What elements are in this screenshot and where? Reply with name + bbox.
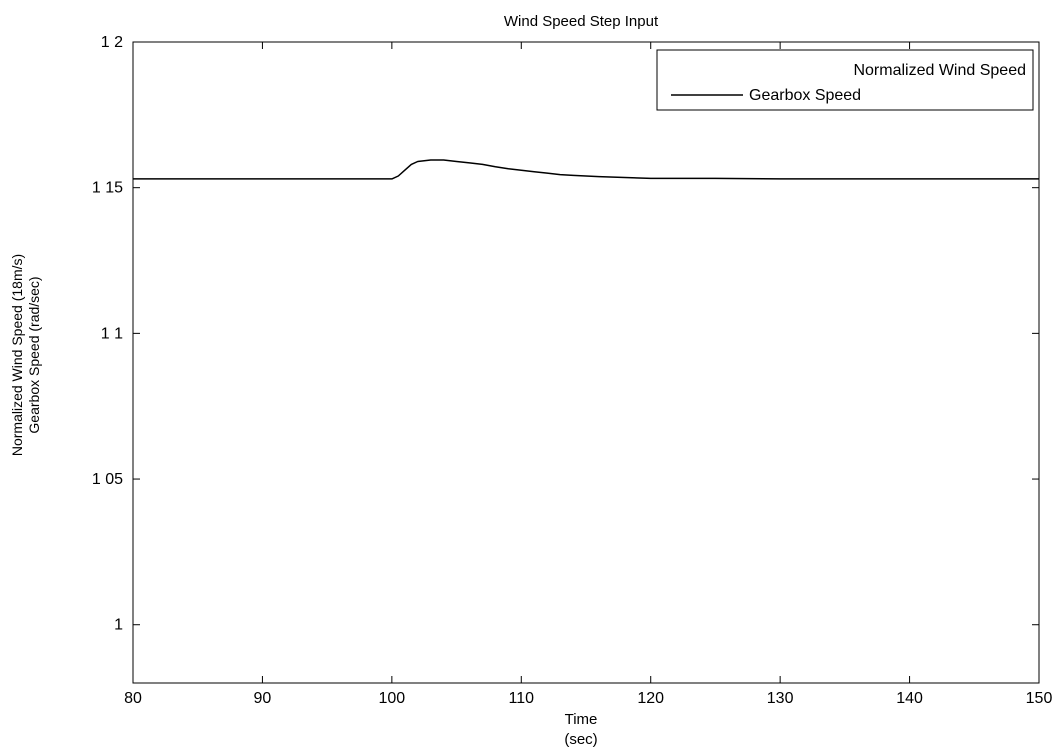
y-tick-label: 1 [114, 617, 123, 634]
chart-title: Wind Speed Step Input [504, 13, 659, 30]
y-axis-label-line2: Gearbox Speed (rad/sec) [26, 276, 42, 433]
y-tick-label: 1 15 [92, 180, 123, 197]
x-tick-label: 150 [1026, 690, 1053, 707]
x-tick-label: 120 [637, 690, 664, 707]
x-tick-label: 100 [379, 690, 406, 707]
x-tick-label: 90 [254, 690, 272, 707]
x-tick-label: 130 [767, 690, 794, 707]
series-layer [133, 159, 1039, 180]
legend: Normalized Wind Speed Gearbox Speed [656, 49, 1034, 111]
plot-area-frame [132, 41, 1040, 684]
axis-ticks: 80 90 100 110 120 130 140 150 1 1 05 1 1 1 15 1 2 [92, 34, 1053, 707]
legend-box [656, 49, 1034, 111]
y-axis-label: Normalized Wind Speed (18m/s) Gearbox Sp… [9, 254, 42, 456]
legend-entry-normalized-wind-speed: Normalized Wind Speed [853, 62, 1026, 79]
y-axis-label-line1: Normalized Wind Speed (18m/s) [9, 254, 25, 456]
x-axis-label-line1: Time [565, 711, 598, 728]
x-axis-label-line2: (sec) [564, 731, 597, 748]
x-tick-label: 80 [124, 690, 142, 707]
x-tick-label: 140 [896, 690, 923, 707]
y-tick-label: 1 05 [92, 471, 123, 488]
y-tick-label: 1 1 [101, 325, 123, 342]
series-line-gearbox-speed [133, 159, 1039, 180]
legend-entry-gearbox-speed: Gearbox Speed [749, 87, 861, 104]
x-tick-label: 110 [509, 690, 535, 707]
y-tick-label: 1 2 [101, 34, 123, 51]
